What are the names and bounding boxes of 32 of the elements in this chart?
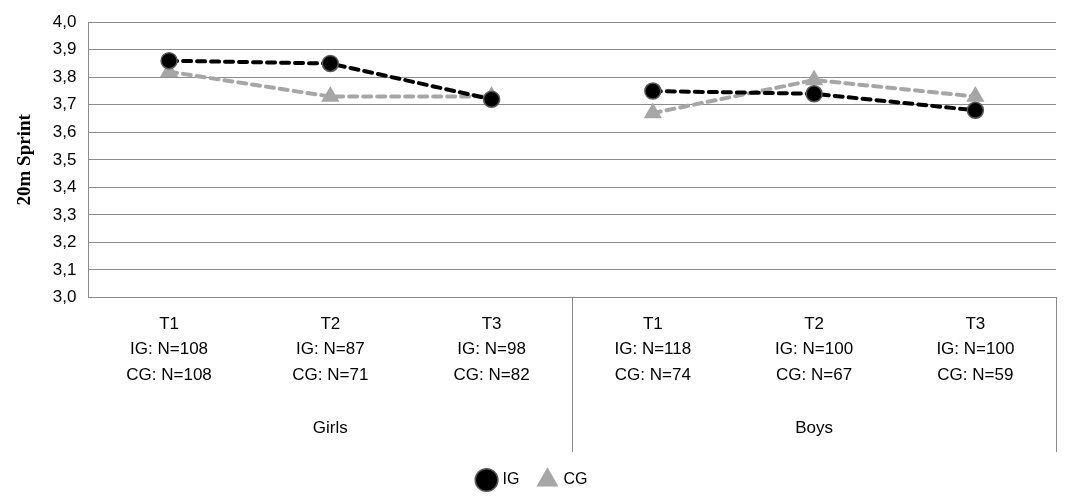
x-tick-label: T3 IG: N=100 CG: N=59 bbox=[936, 313, 1015, 384]
y-tick-label: 3,1 bbox=[52, 259, 77, 279]
x-tick-label: T1 IG: N=108 CG: N=108 bbox=[126, 313, 212, 384]
y-tick-label: 3,2 bbox=[52, 232, 77, 252]
legend-label: CG bbox=[563, 470, 588, 488]
point bbox=[321, 54, 340, 73]
point bbox=[321, 86, 339, 102]
x-tick-label: T2 IG: N=100 CG: N=67 bbox=[775, 313, 854, 384]
y-tick-label: 4,0 bbox=[52, 11, 77, 31]
y-tick-label: 3,3 bbox=[52, 204, 77, 224]
point bbox=[805, 85, 823, 103]
y-tick-label: 3,8 bbox=[52, 66, 77, 86]
text: Girls bbox=[312, 417, 348, 437]
x-tick-label: T1 IG: N=118 CG: N=74 bbox=[614, 313, 692, 384]
y-tick-label: 3,4 bbox=[52, 177, 77, 197]
point bbox=[644, 82, 662, 100]
y-tick-label: 3,6 bbox=[52, 122, 77, 142]
point bbox=[966, 86, 984, 102]
point bbox=[482, 90, 501, 109]
y-axis-title: 20m Sprint bbox=[13, 113, 35, 206]
text: Boys bbox=[795, 417, 834, 437]
y-tick-label: 3,5 bbox=[52, 149, 77, 169]
point bbox=[644, 103, 662, 119]
y-tick-label: 3,9 bbox=[52, 39, 77, 59]
legend-label: IG bbox=[502, 470, 520, 488]
point bbox=[805, 70, 823, 86]
x-tick-label: T2 IG: N=87 CG: N=71 bbox=[292, 313, 369, 384]
y-tick-label: 3,0 bbox=[52, 287, 77, 307]
x-tick-label: T3 IG: N=98 CG: N=82 bbox=[453, 313, 530, 384]
point bbox=[160, 51, 178, 70]
y-tick-label: 3,7 bbox=[52, 94, 77, 114]
point bbox=[966, 101, 985, 120]
